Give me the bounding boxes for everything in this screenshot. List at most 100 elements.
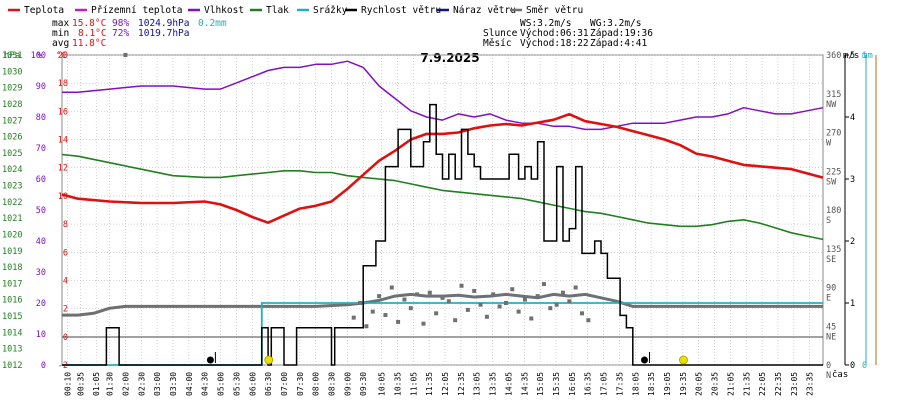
x-tick-label: 05:30 [232,372,241,396]
stat-min-hum: 72% [112,28,129,39]
wind-direction-point [370,309,375,314]
wind-direction-point [427,290,432,295]
hpa-tick-label: 1023 [2,182,22,192]
pct-tick-label: 100 [31,51,46,61]
direction-tick-degree: 90 [826,284,836,294]
x-tick-label: 02:30 [137,372,146,396]
celsius-tick-label: -2 [58,361,68,371]
wind-direction-point [377,294,382,299]
x-tick-label: 20:35 [711,372,720,396]
sunrise-marker [264,355,274,365]
series-humidity [62,60,824,131]
wind-direction-point [402,297,407,302]
series-rain [62,302,823,366]
direction-tick-degree: 270 [826,129,841,139]
x-axis-label: čas [832,369,848,380]
mm-tick-label: 0 [862,361,867,371]
moon-label: Měsíc [483,38,512,49]
direction-tick-degree: 315 [826,90,841,100]
pct-tick-label: 0 [41,361,46,371]
stat-max-press: 1024.9hPa [138,18,189,29]
hpa-tick-label: 1019 [2,247,22,257]
x-tick-label: 15:35 [552,372,561,396]
hpa-tick-label: 1012 [2,361,22,371]
wind-direction-point [459,283,464,288]
stat-max-hum: 98% [112,18,129,29]
wind-direction-point [472,288,477,293]
x-tick-label: 21:35 [742,372,751,396]
x-tick-label: 09:00 [343,372,352,396]
direction-tick-degree: 0 [826,361,831,371]
moonset-info: Západ:4:41 [590,38,647,49]
unit-celsius: °C [56,51,67,61]
celsius-tick-label: 4 [63,276,68,286]
x-tick-label: 03:00 [153,372,162,396]
pct-tick-label: 10 [36,330,46,340]
stat-min-press: 1019.7hPa [138,28,189,39]
x-tick-label: 13:35 [489,372,498,396]
wind-direction-point [491,292,496,297]
hpa-tick-label: 1018 [2,263,22,273]
direction-tick-compass: E [826,294,831,304]
celsius-tick-label: 6 [63,248,68,258]
hpa-tick-label: 1027 [2,116,22,126]
wind-direction-point [535,294,540,299]
grid [61,54,824,366]
pct-tick-label: 80 [36,113,46,123]
wind-direction-point [396,319,401,324]
wind-direction-point [522,297,527,302]
x-tick-label: 03:30 [169,372,178,396]
hpa-tick-label: 1024 [2,165,22,175]
wind-direction-point [123,53,128,57]
hpa-tick-label: 1015 [2,312,22,322]
x-tick-label: 04:30 [201,372,210,396]
hpa-tick-label: 1028 [2,100,22,110]
x-tick-label: 07:00 [280,372,289,396]
unit-pct: % [37,51,43,61]
hpa-tick-label: 1026 [2,133,22,143]
legend-label-srazky: Srážky [313,5,348,16]
series-wind-direction [62,292,823,317]
x-tick-label: 11:35 [425,372,434,396]
wind-direction-point [516,309,521,314]
hpa-tick-label: 1031 [2,51,22,61]
wind-direction-point [497,304,502,309]
direction-tick-degree: 180 [826,206,841,216]
series-temperature [61,112,824,224]
moonrise-marker [640,356,648,364]
x-tick-label: 20:05 [695,372,704,396]
wind-direction-point [389,285,394,290]
stat-min-temp: 8.1°C [78,28,107,39]
direction-tick-compass: W [826,139,832,149]
direction-tick-compass: N [826,371,831,381]
x-tick-label: 14:05 [504,372,513,396]
celsius-tick-label: 12 [58,164,68,174]
ms-tick-label: 4 [850,113,855,123]
wind-direction-point [453,318,458,323]
direction-tick-degree: 360 [826,51,841,61]
hpa-tick-label: 1020 [2,230,22,240]
wind-direction-point [421,321,426,326]
x-tick-label: 18:05 [631,372,640,396]
ms-tick-label: 3 [850,175,855,185]
hpa-tick-label: 1017 [2,279,22,289]
legend-label-smer: Směr větru [526,5,583,16]
wind-direction-point [465,307,470,312]
pct-tick-label: 70 [36,144,46,154]
direction-tick-degree: 225 [826,167,841,177]
pct-tick-label: 30 [36,268,46,278]
legend: Teplota Přízemní teplota Vlhkost Tlak Srážky… [8,5,583,16]
ms-tick-label: 5 [850,51,855,61]
x-tick-label: 02:00 [121,372,130,396]
wind-direction-point [510,287,515,292]
wind-direction-point [560,290,565,295]
legend-label-prizemni: Přízemní teplota [91,5,183,16]
wind-direction-point [415,292,420,297]
legend-label-rychlost: Rychlost větru [361,5,441,16]
x-tick-label: 04:00 [185,372,194,396]
wind-direction-point [484,314,489,319]
plot-frame [61,54,824,366]
axes: 1012101310141015101610171018101910201021… [2,51,877,396]
x-tick-label: 19:05 [663,372,672,396]
